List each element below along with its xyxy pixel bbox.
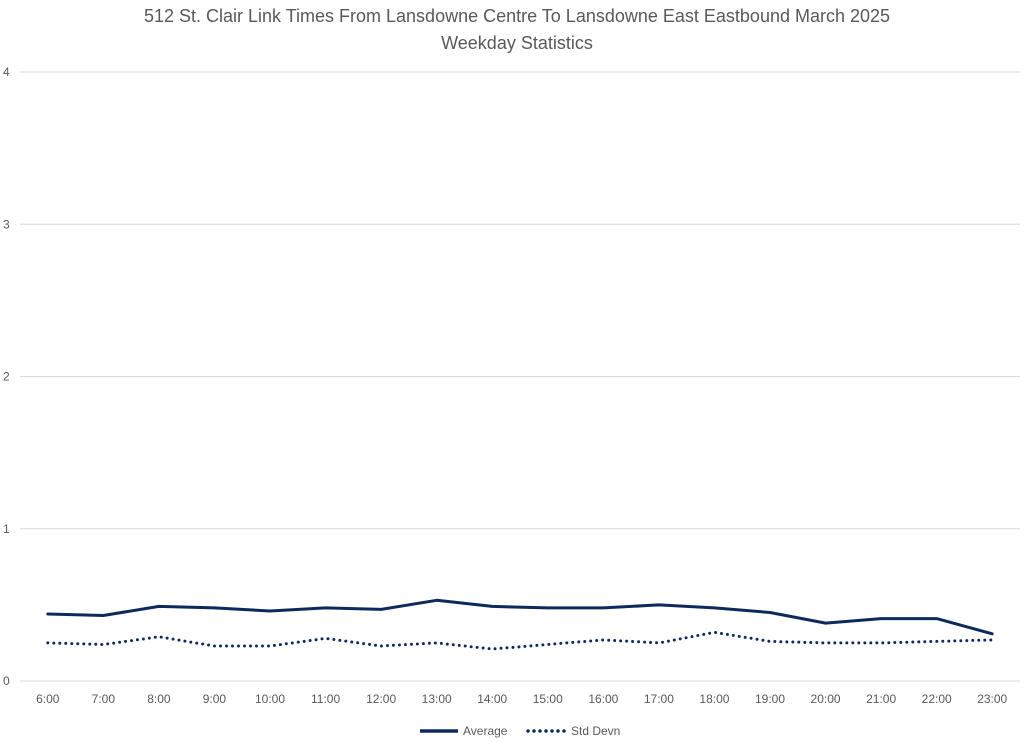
x-tick-label: 16:00	[588, 692, 618, 706]
series-lines	[46, 598, 994, 651]
x-tick-label: 10:00	[255, 692, 285, 706]
y-tick-label: 4	[3, 65, 10, 79]
legend: Average Std Devn	[420, 724, 620, 738]
x-tick-label: 12:00	[366, 692, 396, 706]
x-tick-label: 19:00	[755, 692, 785, 706]
y-axis-ticks: 0 1 2 3 4	[3, 65, 10, 688]
x-tick-label: 9:00	[203, 692, 227, 706]
x-tick-label: 14:00	[477, 692, 507, 706]
x-tick-label: 23:00	[977, 692, 1007, 706]
x-tick-label: 22:00	[922, 692, 952, 706]
x-tick-label: 21:00	[866, 692, 896, 706]
gridlines	[20, 71, 1020, 682]
x-tick-label: 15:00	[533, 692, 563, 706]
series-line-std-devn	[46, 630, 994, 651]
x-tick-label: 20:00	[811, 692, 841, 706]
x-tick-label: 18:00	[699, 692, 729, 706]
x-axis-ticks: 6:00 7:00 8:00 9:00 10:00 11:00 12:00 13:00 14:0…	[36, 692, 1007, 706]
y-tick-label: 1	[3, 522, 10, 536]
x-tick-label: 11:00	[311, 692, 340, 706]
y-tick-label: 2	[3, 370, 10, 384]
y-tick-label: 0	[3, 674, 10, 688]
chart-subtitle: Weekday Statistics	[441, 33, 593, 53]
x-tick-label: 17:00	[644, 692, 674, 706]
x-tick-label: 6:00	[36, 692, 60, 706]
series-line-average	[46, 598, 994, 636]
y-tick-label: 3	[3, 217, 10, 231]
x-tick-label: 13:00	[422, 692, 452, 706]
legend-label-std-devn: Std Devn	[571, 724, 620, 738]
x-tick-label: 7:00	[92, 692, 116, 706]
x-tick-label: 8:00	[147, 692, 171, 706]
legend-label-average: Average	[463, 724, 508, 738]
chart-title: 512 St. Clair Link Times From Lansdowne …	[144, 6, 890, 26]
